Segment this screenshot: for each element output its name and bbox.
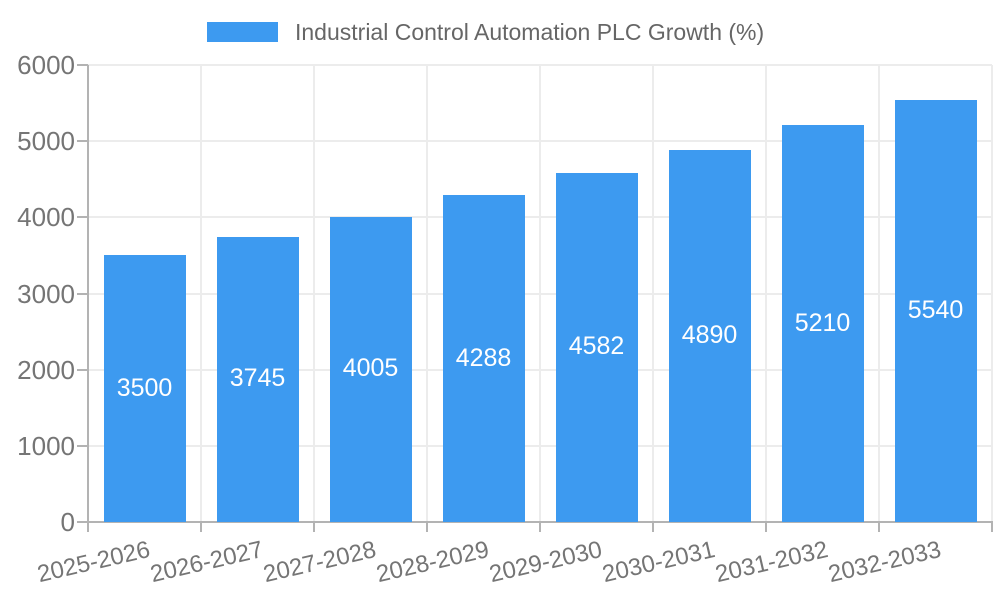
- bar-value-label: 4890: [681, 320, 738, 349]
- y-tick-label: 1000: [17, 430, 75, 461]
- x-tick-label: 2028-2029: [373, 536, 492, 589]
- y-tick-mark: [77, 64, 88, 66]
- y-tick-mark: [77, 216, 88, 219]
- bar-value-label: 5210: [794, 308, 851, 337]
- x-gridline: [200, 65, 202, 522]
- y-tick-mark: [77, 292, 88, 295]
- x-tick-mark: [652, 522, 654, 532]
- bar-value-label: 4005: [342, 354, 399, 383]
- x-gridline: [878, 65, 880, 522]
- y-tick-label: 5000: [17, 126, 75, 157]
- bar-value-label: 4288: [455, 343, 512, 372]
- x-tick-label: 2030-2031: [599, 536, 718, 589]
- bar: 4582: [555, 173, 638, 522]
- x-tick-mark: [87, 522, 89, 532]
- bar: 4890: [668, 149, 751, 522]
- x-tick-mark: [991, 522, 993, 532]
- bar-value-label: 3745: [229, 364, 286, 393]
- bar-value-label: 5540: [907, 296, 964, 324]
- bar: 3745: [216, 236, 299, 522]
- x-gridline: [652, 65, 654, 522]
- x-tick-label: 2027-2028: [260, 536, 379, 589]
- x-tick-mark: [200, 522, 202, 532]
- y-tick-mark: [77, 521, 88, 523]
- legend-label: Industrial Control Automation PLC Growth…: [295, 19, 765, 45]
- y-axis-line: [87, 65, 89, 522]
- x-gridline: [765, 65, 767, 522]
- x-gridline: [539, 65, 541, 522]
- y-tick-mark: [77, 368, 88, 371]
- y-tick-mark: [77, 140, 88, 143]
- x-tick-label: 2031-2032: [712, 536, 831, 589]
- bar: 4005: [329, 216, 412, 522]
- bar: 5210: [781, 125, 864, 522]
- x-tick-label: 2026-2027: [147, 536, 266, 589]
- bar: 3500: [103, 255, 186, 522]
- x-gridline: [991, 65, 993, 522]
- bar-value-label: 4582: [568, 332, 625, 361]
- x-tick-mark: [765, 522, 767, 532]
- y-tick-label: 4000: [17, 202, 75, 233]
- legend-swatch: [207, 22, 278, 42]
- bar: 5540: [894, 100, 977, 522]
- x-tick-mark: [426, 522, 428, 532]
- x-tick-mark: [313, 522, 315, 532]
- x-gridline: [426, 65, 428, 522]
- x-tick-label: 2029-2030: [486, 536, 605, 589]
- bar: 4288: [442, 195, 525, 522]
- bar-value-label: 3500: [116, 373, 173, 402]
- x-tick-mark: [878, 522, 880, 532]
- y-tick-label: 0: [60, 507, 75, 537]
- x-tick-mark: [539, 522, 541, 532]
- y-tick-mark: [77, 444, 88, 447]
- y-tick-label: 3000: [17, 278, 75, 309]
- x-gridline: [313, 65, 315, 522]
- x-tick-label: 2032-2033: [825, 536, 944, 589]
- x-tick-label: 2025-2026: [34, 536, 153, 589]
- y-tick-label: 2000: [17, 354, 75, 385]
- y-tick-label: 6000: [17, 50, 75, 80]
